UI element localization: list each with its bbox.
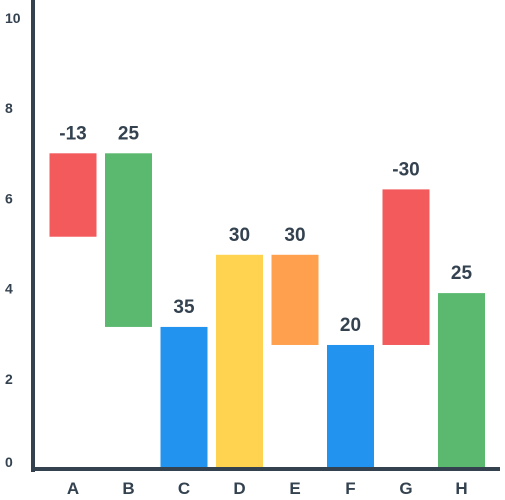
x-tick-label-e: E	[289, 479, 300, 498]
y-tick-label-6: 6	[5, 190, 13, 206]
x-axis-ticks: A B C D E F G H	[67, 479, 468, 498]
data-label-f: 20	[340, 315, 361, 336]
bar-c	[160, 326, 208, 467]
x-tick-label-f: F	[345, 479, 355, 498]
data-label-c: 35	[173, 297, 195, 318]
x-tick-label-a: A	[67, 479, 79, 498]
y-tick-label-8: 8	[5, 100, 13, 116]
bar-f	[327, 344, 374, 467]
x-tick-label-c: C	[178, 479, 190, 498]
data-labels: -13 25 35 30 30 20 -30 25	[59, 123, 472, 336]
data-label-e: 30	[284, 225, 305, 246]
y-tick-label-4: 4	[5, 281, 13, 297]
x-tick-label-d: D	[233, 479, 245, 498]
bar-series	[49, 153, 485, 467]
x-tick-label-b: B	[122, 479, 134, 498]
data-label-g: -30	[392, 159, 419, 180]
bar-g	[382, 189, 430, 345]
x-tick-label-g: G	[399, 479, 412, 498]
data-label-b: 25	[118, 123, 140, 144]
bar-h	[438, 293, 485, 467]
y-tick-label-0: 0	[5, 454, 13, 470]
data-label-h: 25	[451, 263, 473, 284]
data-label-a: -13	[59, 123, 86, 144]
y-tick-label-2: 2	[5, 371, 13, 387]
bar-d	[216, 254, 263, 467]
x-tick-label-h: H	[455, 479, 467, 498]
bar-a	[49, 153, 97, 237]
data-label-d: 30	[229, 225, 250, 246]
bar-e	[271, 254, 319, 345]
y-tick-label-10: 10	[5, 10, 21, 26]
bar-b	[105, 153, 152, 327]
y-axis-ticks: 0 2 4 6 8 10	[5, 10, 21, 470]
